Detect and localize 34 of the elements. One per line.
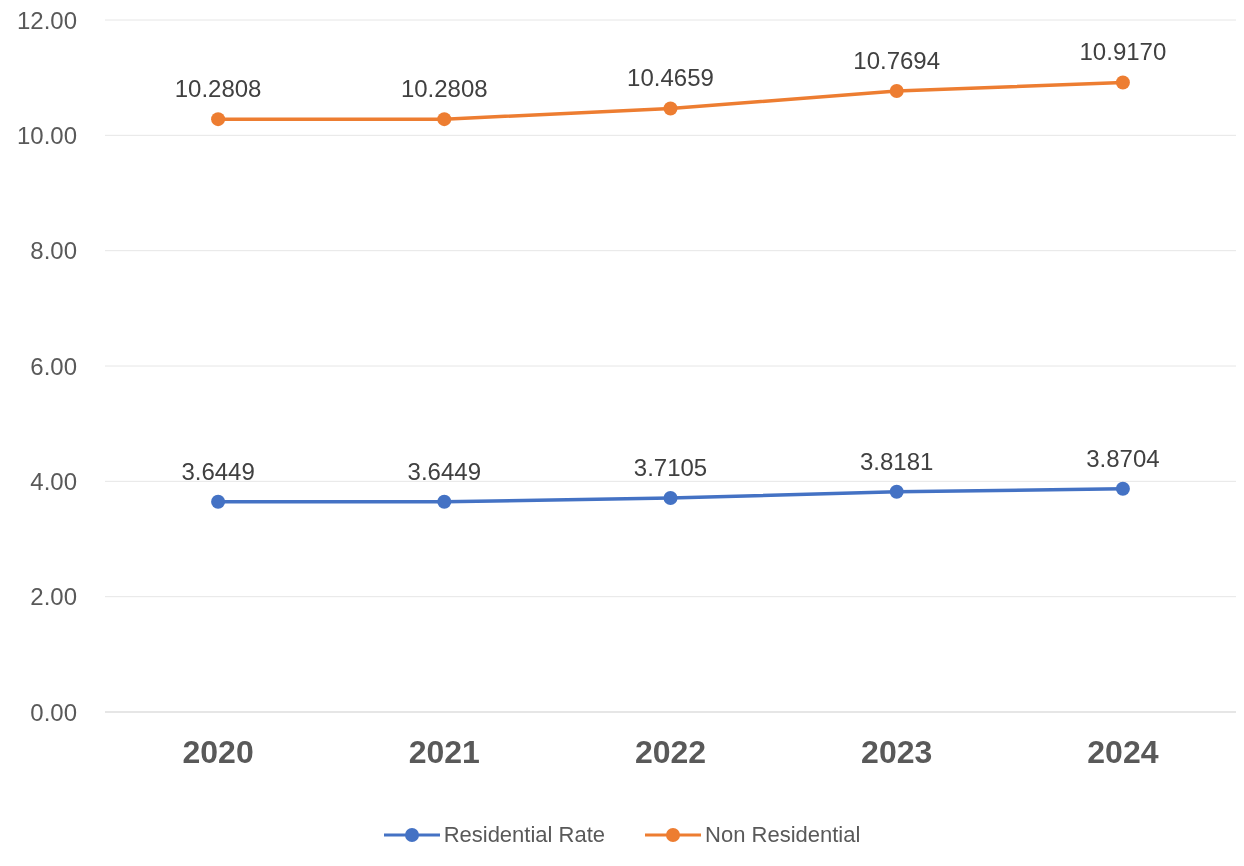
point xyxy=(437,112,452,127)
x-tick-label: 2022 xyxy=(634,733,707,770)
point xyxy=(889,484,904,499)
point xyxy=(1115,75,1130,90)
y-tick-label: 2.00 xyxy=(30,583,77,611)
legend-label: Residential Rate xyxy=(443,822,606,848)
y-tick-label: 4.00 xyxy=(30,467,77,495)
y-tick-label: 6.00 xyxy=(30,352,77,380)
y-tick-label: 10.00 xyxy=(16,121,77,149)
x-tick-label: 2021 xyxy=(408,733,480,770)
point xyxy=(211,494,226,509)
x-tick-label: 2020 xyxy=(182,733,254,770)
data-label: 3.6449 xyxy=(181,457,255,485)
point xyxy=(437,494,452,509)
point xyxy=(663,101,678,116)
point xyxy=(1115,481,1130,496)
point xyxy=(211,112,226,127)
data-label: 3.7105 xyxy=(633,454,708,482)
data-label: 3.8181 xyxy=(860,447,934,475)
legend-label: Non Residential xyxy=(705,822,861,848)
x-tick-label: 2024 xyxy=(1087,733,1159,770)
data-label: 10.4659 xyxy=(627,64,714,92)
y-tick-label: 0.00 xyxy=(30,698,77,726)
data-label: 3.8704 xyxy=(1086,444,1160,472)
point xyxy=(889,83,904,98)
y-tick-label: 8.00 xyxy=(30,237,77,265)
data-label: 10.2808 xyxy=(174,75,262,103)
data-label: 10.2808 xyxy=(400,75,488,103)
y-tick-label: 12.00 xyxy=(16,6,77,34)
data-label: 10.9170 xyxy=(1079,38,1167,66)
data-label: 3.6449 xyxy=(407,457,481,485)
point xyxy=(663,491,678,506)
x-tick-label: 2023 xyxy=(861,733,933,770)
data-label: 10.7694 xyxy=(853,46,941,74)
